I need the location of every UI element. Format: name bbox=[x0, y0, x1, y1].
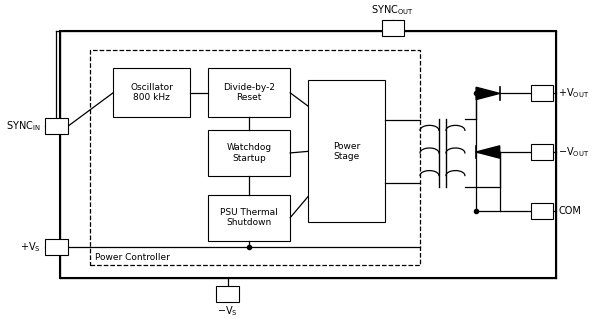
Bar bbox=[382, 20, 404, 36]
Bar bbox=[207, 130, 290, 176]
Bar bbox=[45, 239, 68, 255]
Bar bbox=[45, 118, 68, 134]
Bar bbox=[531, 144, 554, 160]
Bar bbox=[308, 80, 385, 222]
Text: $-$V$_{\mathregular{OUT}}$: $-$V$_{\mathregular{OUT}}$ bbox=[558, 145, 590, 159]
Text: SYNC$_{\mathregular{OUT}}$: SYNC$_{\mathregular{OUT}}$ bbox=[371, 4, 414, 17]
Bar bbox=[60, 31, 556, 278]
Text: Divide-by-2
Reset: Divide-by-2 Reset bbox=[223, 83, 275, 102]
Text: PSU Thermal
Shutdown: PSU Thermal Shutdown bbox=[220, 208, 278, 227]
Bar bbox=[207, 195, 290, 241]
Polygon shape bbox=[476, 87, 500, 100]
Text: Oscillator
800 kHz: Oscillator 800 kHz bbox=[130, 83, 173, 102]
Text: +V$_{\mathregular{OUT}}$: +V$_{\mathregular{OUT}}$ bbox=[558, 86, 590, 100]
Text: COM: COM bbox=[558, 205, 581, 216]
Bar bbox=[531, 203, 554, 219]
Polygon shape bbox=[476, 146, 500, 158]
Bar bbox=[89, 50, 420, 265]
Bar bbox=[207, 68, 290, 117]
Text: +V$_{\mathregular{S}}$: +V$_{\mathregular{S}}$ bbox=[20, 240, 40, 254]
Text: Watchdog
Startup: Watchdog Startup bbox=[226, 143, 271, 163]
Text: Power
Stage: Power Stage bbox=[333, 142, 360, 161]
Text: Power Controller: Power Controller bbox=[95, 253, 170, 263]
Text: $-$V$_{\mathregular{S}}$: $-$V$_{\mathregular{S}}$ bbox=[217, 304, 238, 318]
Bar bbox=[531, 85, 554, 101]
Text: SYNC$_{\mathregular{IN}}$: SYNC$_{\mathregular{IN}}$ bbox=[6, 120, 40, 133]
Bar bbox=[113, 68, 190, 117]
Bar bbox=[216, 286, 239, 302]
